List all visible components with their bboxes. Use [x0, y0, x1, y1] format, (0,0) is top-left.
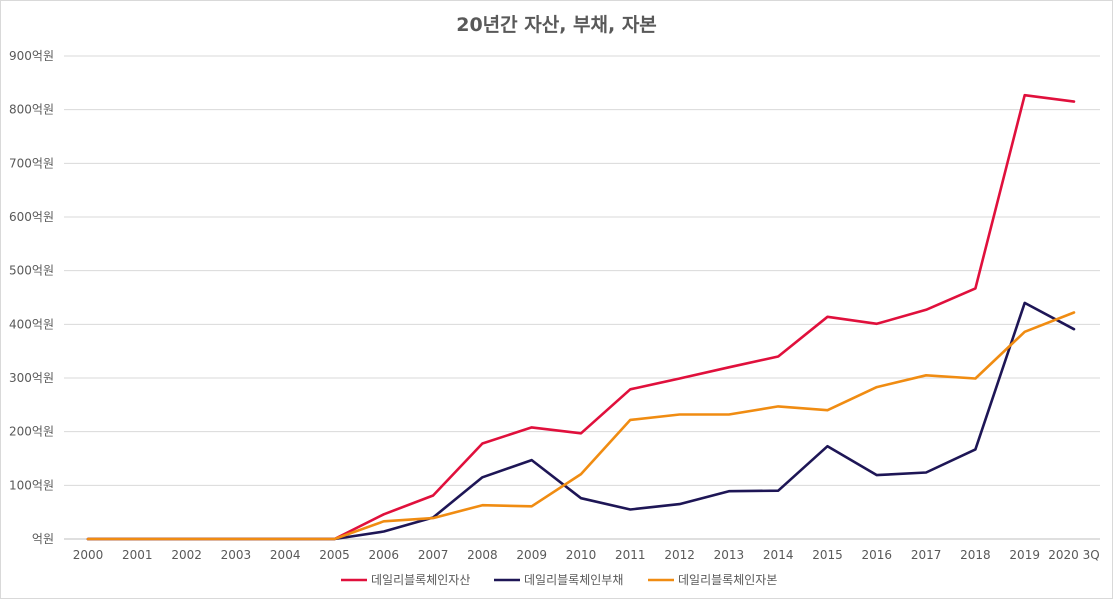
y-tick-label: 400억원 [9, 317, 54, 331]
chart-title: 20년간 자산, 부채, 자본 [456, 14, 657, 36]
legend-label: 데일리블록체인자산 [371, 573, 470, 587]
y-tick-label: 500억원 [9, 264, 54, 278]
legend: 데일리블록체인자산 데일리블록체인부채 데일리블록체인자본 [341, 573, 777, 587]
y-tick-label: 900억원 [9, 49, 54, 63]
series-lines [86, 93, 1076, 541]
x-tick-label: 2017 [911, 548, 942, 562]
y-tick-label: 700억원 [9, 156, 54, 170]
y-tick-label: 100억원 [9, 478, 54, 492]
x-tick-label: 2004 [270, 548, 301, 562]
y-tick-label: 300억원 [9, 371, 54, 385]
y-tick-label: 600억원 [9, 210, 54, 224]
x-tick-label: 2007 [418, 548, 449, 562]
series-line-2 [86, 301, 1076, 541]
legend-label: 데일리블록체인부채 [524, 573, 623, 587]
x-tick-label: 2002 [171, 548, 202, 562]
x-tick-label: 2003 [221, 548, 252, 562]
x-tick-label: 2010 [566, 548, 597, 562]
x-tick-label: 2000 [73, 548, 104, 562]
x-tick-label: 2018 [960, 548, 991, 562]
x-tick-label: 2008 [467, 548, 498, 562]
x-tick-label: 2012 [664, 548, 695, 562]
y-axis-ticks: 억원 100억원 200억원 300억원 400억원 500억원 600억원 700억원 800… [9, 49, 54, 546]
y-tick-label: 200억원 [9, 425, 54, 439]
gridlines [64, 55, 1100, 540]
x-tick-label: 2013 [714, 548, 745, 562]
x-tick-label: 2019 [1009, 548, 1040, 562]
series-line-3 [86, 311, 1076, 541]
x-tick-label: 2014 [763, 548, 794, 562]
x-tick-label: 2001 [122, 548, 153, 562]
y-tick-label: 800억원 [9, 103, 54, 117]
x-tick-label: 2020 3Q [1048, 548, 1099, 562]
x-tick-label: 2015 [812, 548, 843, 562]
x-tick-label: 2011 [615, 548, 646, 562]
legend-label: 데일리블록체인자본 [678, 573, 777, 587]
x-tick-label: 2009 [516, 548, 547, 562]
x-tick-label: 2016 [862, 548, 893, 562]
y-tick-label: 억원 [32, 532, 54, 546]
x-tick-label: 2006 [369, 548, 400, 562]
x-tick-label: 2005 [319, 548, 350, 562]
x-axis-ticks: 2000 2001 2002 2003 2004 2005 2006 2007 2008 2009… [73, 548, 1100, 562]
